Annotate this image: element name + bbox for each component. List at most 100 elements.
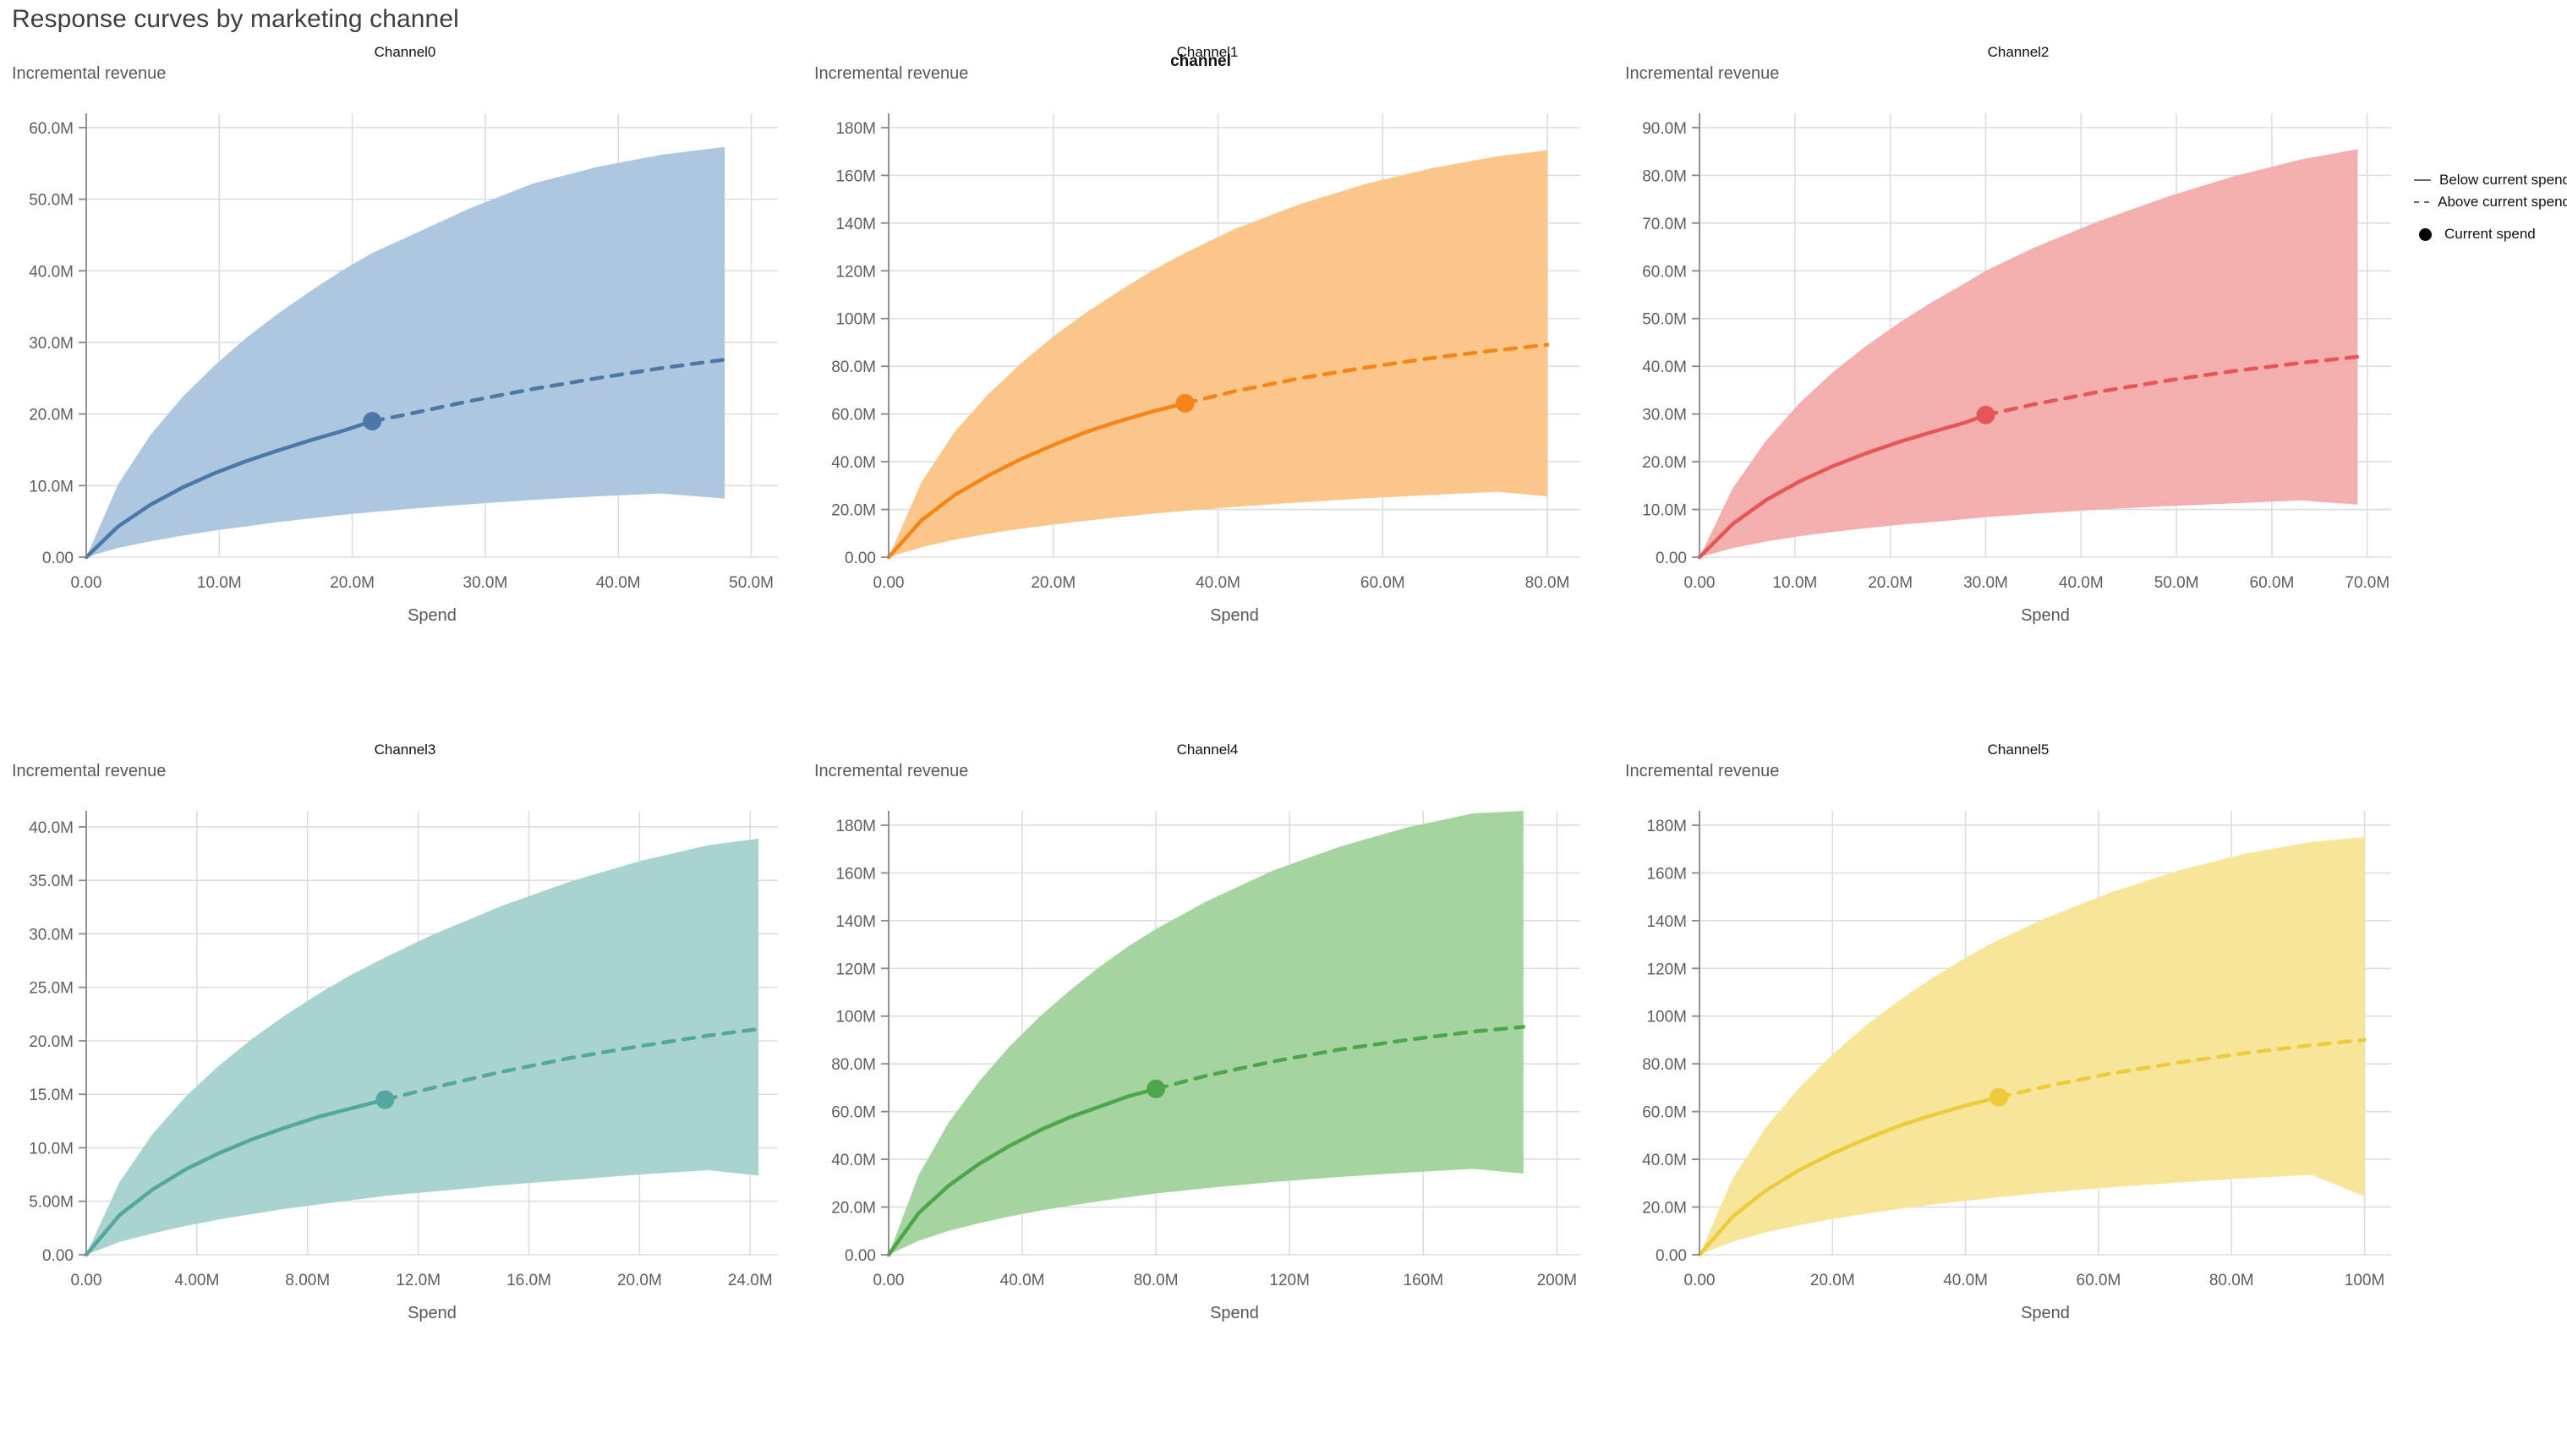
x-tick-label: 30.0M xyxy=(463,574,508,592)
y-tick-label: 50.0M xyxy=(29,192,74,210)
y-tick-label: 60.0M xyxy=(1642,263,1687,281)
legend-item-above-current-spend[interactable]: Above current spend xyxy=(2414,191,2567,213)
y-tick-label: 40.0M xyxy=(29,819,74,837)
y-tick-label: 5.00M xyxy=(29,1194,74,1212)
uncertainty-band xyxy=(86,838,759,1255)
y-tick-label: 160M xyxy=(1646,865,1687,883)
y-tick-label: 40.0M xyxy=(831,1152,876,1169)
y-tick-label: 0.00 xyxy=(1656,550,1687,567)
y-tick-label: 60.0M xyxy=(831,407,876,424)
y-tick-label: 180M xyxy=(1646,818,1687,835)
response-curve-above-current-spend xyxy=(369,358,727,424)
panel-title: Channel3 xyxy=(374,742,436,758)
y-tick-label: 90.0M xyxy=(1642,120,1687,138)
x-tick-label: 0.00 xyxy=(1684,574,1716,592)
current-spend-marker[interactable] xyxy=(1175,393,1195,413)
plot-area: 0.00 10.0M 20.0M 30.0M 40.0M 50.0M 60.0M 70.0M 8… xyxy=(1642,113,2391,592)
x-tick-label: 70.0M xyxy=(2345,574,2389,592)
uncertainty-band xyxy=(1699,149,2358,557)
response-curve-above-current-spend xyxy=(383,1026,761,1102)
plot-area: 0.00 10.0M 20.0M 30.0M 40.0M 50.0M 60.0M 0.00 10… xyxy=(29,113,778,592)
y-tick-label: 140M xyxy=(835,216,876,233)
response-curve-below-current-spend xyxy=(1697,1095,2001,1257)
uncertainty-band xyxy=(86,146,725,557)
y-tick-label: 35.0M xyxy=(29,873,74,890)
x-tick-label: 10.0M xyxy=(197,574,242,592)
x-tick-label: 60.0M xyxy=(2077,1272,2121,1289)
x-axis-title: Spend xyxy=(1210,606,1259,625)
x-tick-label: 40.0M xyxy=(596,574,641,592)
legend-label: Current spend xyxy=(2444,226,2536,242)
y-tick-label: 0.00 xyxy=(1656,1247,1687,1265)
x-tick-label: 100M xyxy=(2345,1272,2385,1289)
y-tick-label: 50.0M xyxy=(1642,311,1687,329)
x-tick-label: 160M xyxy=(1404,1272,1444,1289)
chart-panel-channel4: Channel4 Incremental revenue Spend 0.00 20.0… xyxy=(814,742,1601,1418)
y-tick-label: 160M xyxy=(835,167,876,185)
y-tick-label: 20.0M xyxy=(29,1033,74,1051)
y-tick-label: 180M xyxy=(835,818,876,835)
current-spend-marker[interactable] xyxy=(375,1090,395,1109)
y-tick-label: 40.0M xyxy=(1642,359,1687,376)
y-tick-label: 80.0M xyxy=(831,1056,876,1074)
y-tick-label: 120M xyxy=(835,961,876,978)
uncertainty-band xyxy=(889,811,1524,1255)
y-tick-label: 100M xyxy=(1646,1009,1687,1026)
y-tick-label: 140M xyxy=(1646,913,1687,931)
current-spend-marker[interactable] xyxy=(1989,1087,2008,1107)
x-axis-title: Spend xyxy=(2021,1304,2070,1322)
x-tick-label: 20.0M xyxy=(617,1272,662,1289)
y-tick-label: 100M xyxy=(835,311,876,329)
y-tick-label: 160M xyxy=(835,865,876,883)
y-axis-title: Incremental revenue xyxy=(12,64,167,83)
y-tick-label: 20.0M xyxy=(831,1200,876,1218)
y-axis-title: Incremental revenue xyxy=(1625,64,1780,83)
y-tick-label: 30.0M xyxy=(29,926,74,944)
x-tick-label: 0.00 xyxy=(873,574,905,592)
current-spend-marker[interactable] xyxy=(1976,405,1995,424)
y-tick-label: 100M xyxy=(835,1009,876,1026)
legend-item-current-spend[interactable]: Current spend xyxy=(2414,223,2567,245)
panel-title: Channel1 xyxy=(1176,44,1239,60)
x-tick-label: 20.0M xyxy=(1810,1272,1855,1289)
response-curve-below-current-spend xyxy=(84,419,375,560)
y-tick-label: 120M xyxy=(835,263,876,281)
y-tick-label: 60.0M xyxy=(29,120,74,138)
y-tick-label: 15.0M xyxy=(29,1087,74,1104)
y-axis-title: Incremental revenue xyxy=(814,762,969,780)
uncertainty-band xyxy=(1699,837,2365,1255)
y-tick-label: 20.0M xyxy=(29,407,74,424)
x-tick-label: 16.0M xyxy=(506,1272,551,1289)
legend-item-below-current-spend[interactable]: Below current spend xyxy=(2414,169,2567,191)
x-tick-label: 0.00 xyxy=(1684,1272,1716,1289)
y-tick-label: 60.0M xyxy=(831,1104,876,1122)
x-axis-title: Spend xyxy=(408,606,457,625)
y-tick-label: 80.0M xyxy=(831,359,876,376)
x-tick-label: 40.0M xyxy=(1196,574,1240,592)
y-tick-label: 0.00 xyxy=(845,1247,876,1265)
x-tick-label: 40.0M xyxy=(1943,1272,1988,1289)
x-tick-label: 24.0M xyxy=(728,1272,773,1289)
y-tick-label: 80.0M xyxy=(1642,1056,1687,1074)
chart-panel-channel0: Channel0 Incremental revenue Spend 0.00 10.0… xyxy=(12,44,798,720)
y-tick-label: 40.0M xyxy=(831,454,876,472)
y-tick-label: 25.0M xyxy=(29,980,74,998)
x-tick-label: 10.0M xyxy=(1772,574,1817,592)
legend-label: Below current spend xyxy=(2439,172,2567,188)
plot-area: 0.00 20.0M 40.0M 60.0M 80.0M 100M 120M 140M 160M… xyxy=(1642,811,2391,1289)
y-tick-label: 10.0M xyxy=(1642,502,1687,520)
y-axis-title: Incremental revenue xyxy=(1625,762,1780,780)
y-tick-label: 140M xyxy=(835,913,876,931)
legend-label: Above current spend xyxy=(2438,194,2567,210)
plot-area: 0.00 20.0M 40.0M 60.0M 80.0M 100M 120M 140M 160M… xyxy=(831,113,1580,592)
chart-panel-channel3: Channel3 Incremental revenue Spend 0.00 5.00… xyxy=(12,742,798,1418)
x-tick-label: 60.0M xyxy=(1360,574,1405,592)
response-curve-above-current-spend xyxy=(1183,342,1550,406)
chart-panel-channel5: Channel5 Incremental revenue Spend 0.00 20.0… xyxy=(1625,742,2411,1418)
y-tick-label: 70.0M xyxy=(1642,216,1687,233)
current-spend-marker[interactable] xyxy=(1147,1079,1166,1098)
current-spend-marker[interactable] xyxy=(363,412,382,431)
filled-circle-icon xyxy=(2414,227,2436,241)
panel-title: Channel0 xyxy=(374,44,436,60)
x-tick-label: 20.0M xyxy=(1031,574,1076,592)
